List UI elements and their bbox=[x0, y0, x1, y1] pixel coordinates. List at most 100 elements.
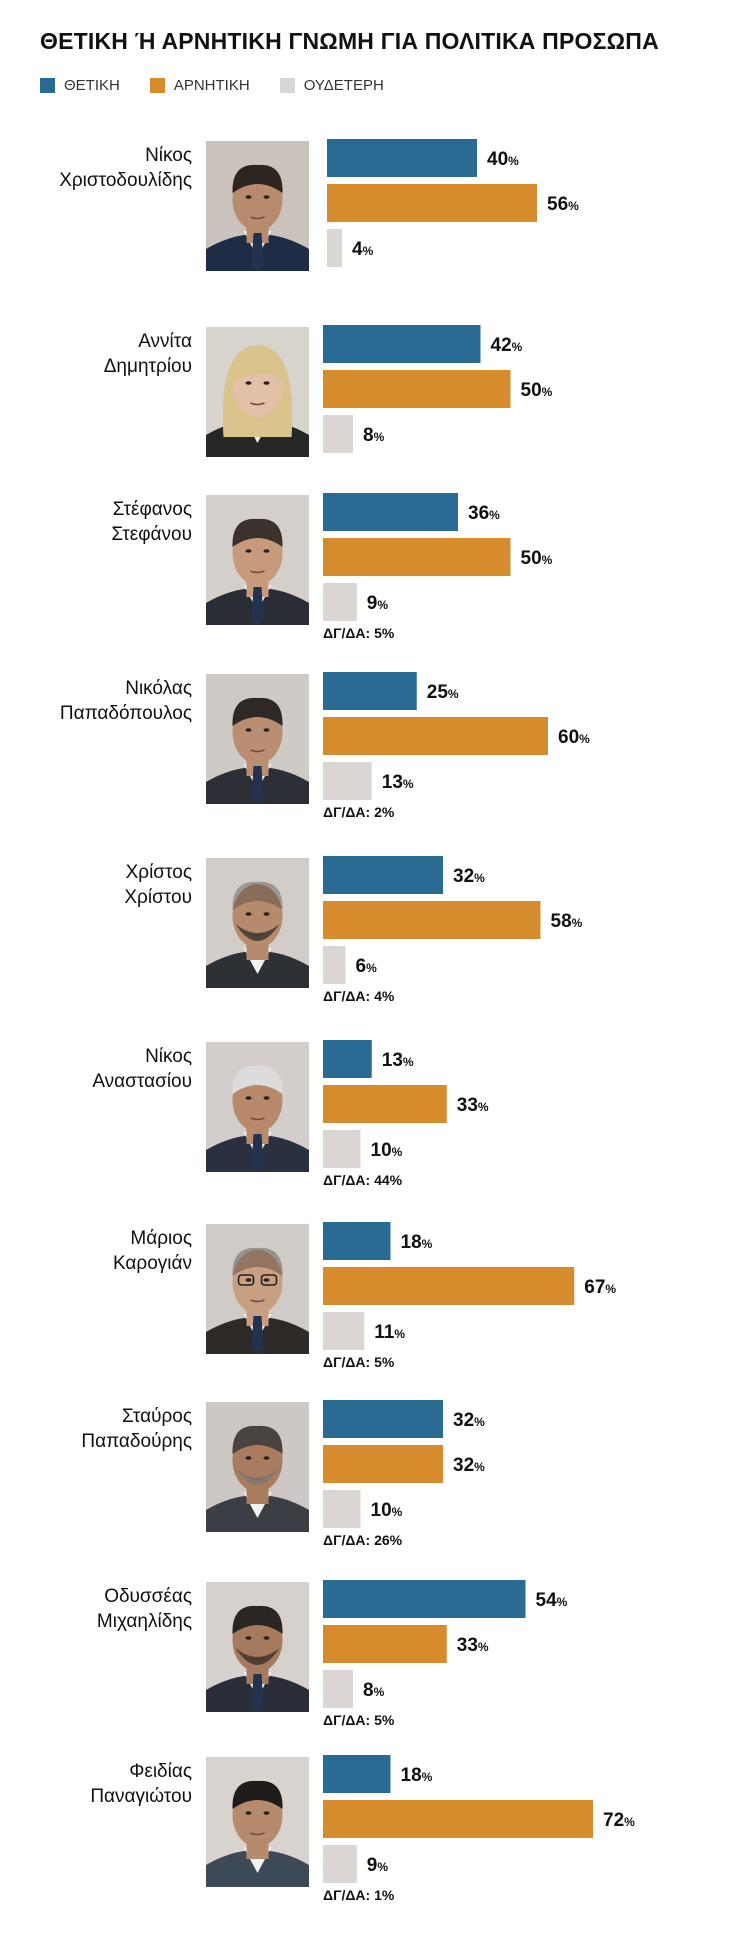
value-label-positive: 32% bbox=[453, 866, 485, 887]
value-label-negative: 72% bbox=[603, 1810, 635, 1831]
person-group: Οδυσσέας Μιχαηλίδης 54% 33% 8% ΔΓ/ΔΑ: 5% bbox=[97, 1580, 568, 1728]
person-name-last: Χρίστου bbox=[124, 887, 192, 908]
bar-positive bbox=[323, 493, 458, 531]
portrait-photo bbox=[206, 495, 309, 625]
bar-neutral bbox=[323, 946, 346, 984]
portrait-photo bbox=[206, 1224, 309, 1354]
portrait-photo bbox=[206, 141, 309, 271]
person-group: Μάριος Καρογιάν 18% 67% 11% ΔΓ/ΔΑ: 5% bbox=[113, 1222, 616, 1370]
bar-positive bbox=[323, 1222, 391, 1260]
portrait-photo bbox=[206, 1042, 309, 1172]
person-name-first: Χρίστος bbox=[126, 862, 192, 883]
value-label-positive: 18% bbox=[401, 1765, 433, 1786]
bar-negative bbox=[323, 1085, 447, 1123]
dk-label: ΔΓ/ΔΑ: 1% bbox=[323, 1887, 395, 1903]
dk-label: ΔΓ/ΔΑ: 5% bbox=[323, 1354, 395, 1370]
portrait-photo bbox=[206, 1402, 309, 1532]
portrait-photo bbox=[206, 858, 309, 988]
value-label-negative: 33% bbox=[457, 1095, 489, 1116]
person-name-last: Στεφάνου bbox=[111, 524, 192, 545]
bar-positive bbox=[323, 1755, 391, 1793]
value-label-positive: 36% bbox=[468, 503, 500, 524]
bar-negative bbox=[323, 901, 541, 939]
bar-neutral bbox=[323, 415, 353, 453]
bar-positive bbox=[323, 1400, 443, 1438]
person-group: Νίκος Χριστοδουλίδης 40% 56% 4% bbox=[59, 139, 579, 271]
portrait-photo bbox=[206, 674, 309, 804]
person-name-first: Φειδίας bbox=[129, 1761, 192, 1782]
person-name-last: Δημητρίου bbox=[104, 356, 192, 377]
value-label-positive: 32% bbox=[453, 1410, 485, 1431]
bar-neutral bbox=[323, 1670, 353, 1708]
portrait-photo bbox=[206, 1757, 309, 1887]
bar-neutral bbox=[323, 1845, 357, 1883]
person-group: Στέφανος Στεφάνου 36% 50% 9% ΔΓ/ΔΑ: 5% bbox=[111, 493, 553, 641]
value-label-neutral: 11% bbox=[374, 1322, 405, 1343]
legend-swatch-neutral bbox=[279, 78, 295, 93]
person-name-first: Σταύρος bbox=[122, 1406, 192, 1427]
value-label-negative: 60% bbox=[558, 727, 590, 748]
person-name-first: Στέφανος bbox=[113, 499, 192, 520]
person-group: Αννίτα Δημητρίου 42% 50% 8% bbox=[104, 325, 553, 457]
bar-neutral bbox=[323, 1490, 361, 1528]
dk-label: ΔΓ/ΔΑ: 5% bbox=[323, 625, 395, 641]
value-label-neutral: 4% bbox=[352, 239, 374, 260]
bar-neutral bbox=[323, 762, 372, 800]
value-label-neutral: 9% bbox=[367, 593, 389, 614]
portrait-photo bbox=[206, 1582, 309, 1712]
value-label-positive: 25% bbox=[427, 682, 459, 703]
value-label-negative: 58% bbox=[551, 911, 583, 932]
value-label-positive: 42% bbox=[491, 335, 523, 356]
person-group: Νίκος Αναστασίου 13% 33% 10% ΔΓ/ΔΑ: 44% bbox=[92, 1040, 489, 1188]
bar-negative bbox=[323, 1267, 575, 1305]
person-name-first: Νίκος bbox=[145, 145, 192, 166]
person-name-first: Μάριος bbox=[130, 1228, 192, 1249]
dk-label: ΔΓ/ΔΑ: 2% bbox=[323, 804, 395, 820]
legend-item-positive: ΘΕΤΙΚΗ bbox=[40, 77, 120, 94]
person-name-first: Νίκος bbox=[145, 1046, 192, 1067]
value-label-negative: 56% bbox=[547, 194, 579, 215]
bar-positive bbox=[323, 325, 481, 363]
value-label-negative: 32% bbox=[453, 1455, 485, 1476]
person-name-last: Αναστασίου bbox=[92, 1071, 192, 1092]
person-name-first: Νικόλας bbox=[125, 678, 192, 699]
person-group: Φειδίας Παναγιώτου 18% 72% 9% ΔΓ/ΔΑ: 1% bbox=[90, 1755, 635, 1903]
value-label-positive: 40% bbox=[487, 149, 519, 170]
person-name-last: Παναγιώτου bbox=[90, 1786, 192, 1807]
person-name-last: Παπαδόπουλος bbox=[60, 703, 192, 724]
person-name-first: Οδυσσέας bbox=[104, 1586, 192, 1607]
person-group: Χρίστος Χρίστου 32% 58% 6% ΔΓ/ΔΑ: 4% bbox=[124, 856, 583, 1004]
value-label-neutral: 6% bbox=[356, 956, 378, 977]
bar-positive bbox=[323, 856, 443, 894]
bar-negative bbox=[323, 1445, 443, 1483]
value-label-positive: 18% bbox=[401, 1232, 433, 1253]
bar-negative bbox=[323, 538, 511, 576]
bar-positive bbox=[323, 672, 417, 710]
legend: ΘΕΤΙΚΗ ΑΡΝΗΤΙΚΗ ΟΥΔΕΤΕΡΗ bbox=[40, 77, 414, 94]
value-label-positive: 54% bbox=[536, 1590, 568, 1611]
value-label-neutral: 10% bbox=[371, 1140, 403, 1161]
value-label-neutral: 10% bbox=[371, 1500, 403, 1521]
dk-label: ΔΓ/ΔΑ: 5% bbox=[323, 1712, 395, 1728]
bar-negative bbox=[327, 184, 537, 222]
value-label-neutral: 8% bbox=[363, 425, 385, 446]
dk-label: ΔΓ/ΔΑ: 44% bbox=[323, 1172, 403, 1188]
dk-label: ΔΓ/ΔΑ: 26% bbox=[323, 1532, 403, 1548]
value-label-negative: 50% bbox=[521, 548, 553, 569]
value-label-neutral: 9% bbox=[367, 1855, 389, 1876]
value-label-negative: 50% bbox=[521, 380, 553, 401]
dk-label: ΔΓ/ΔΑ: 4% bbox=[323, 988, 395, 1004]
value-label-negative: 33% bbox=[457, 1635, 489, 1656]
person-name-first: Αννίτα bbox=[138, 331, 192, 352]
person-group: Νικόλας Παπαδόπουλος 25% 60% 13% ΔΓ/ΔΑ: 2% bbox=[60, 672, 590, 820]
bar-neutral bbox=[323, 1312, 365, 1350]
legend-label-positive: ΘΕΤΙΚΗ bbox=[64, 77, 120, 94]
value-label-neutral: 13% bbox=[382, 772, 414, 793]
person-name-last: Καρογιάν bbox=[113, 1253, 192, 1274]
legend-swatch-negative bbox=[149, 78, 165, 93]
legend-item-negative: ΑΡΝΗΤΙΚΗ bbox=[149, 77, 250, 94]
chart-title: ΘΕΤΙΚΗ Ή ΑΡΝΗΤΙΚΗ ΓΝΩΜΗ ΓΙΑ ΠΟΛΙΤΙΚΑ ΠΡΟ… bbox=[40, 28, 659, 54]
bar-positive bbox=[327, 139, 477, 177]
person-group: Σταύρος Παπαδούρης 32% 32% 10% ΔΓ/ΔΑ: 26% bbox=[81, 1400, 485, 1548]
